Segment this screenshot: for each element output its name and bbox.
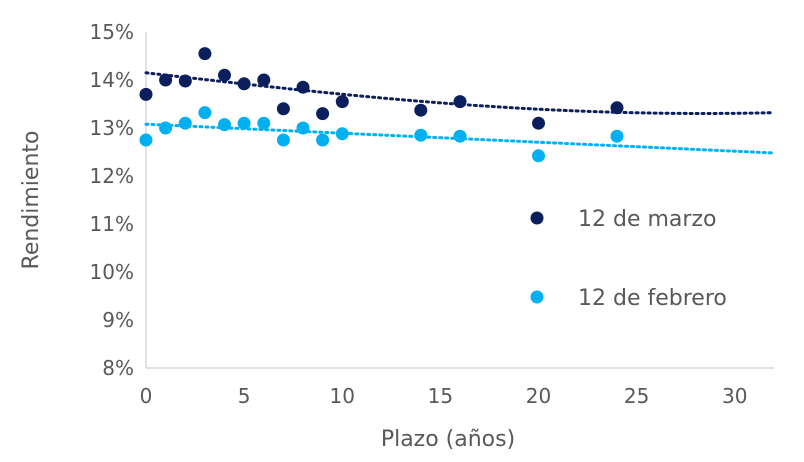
x-tick-labels: 0 5 10 15 20 25 30 xyxy=(140,384,748,408)
data-point xyxy=(218,68,231,82)
data-point xyxy=(296,121,310,135)
x-axis-title: Plazo (años) xyxy=(381,427,515,452)
x-tick-label: 10 xyxy=(330,384,355,408)
y-tick-label: 13% xyxy=(90,116,134,140)
x-tick-label: 5 xyxy=(238,384,251,408)
data-point xyxy=(139,87,153,101)
data-point xyxy=(610,129,624,143)
data-point xyxy=(257,73,271,87)
data-point xyxy=(237,116,251,130)
data-point xyxy=(178,74,192,88)
data-point xyxy=(335,127,349,141)
data-point xyxy=(532,116,545,130)
data-point xyxy=(316,133,330,147)
data-point xyxy=(453,95,467,109)
data-point xyxy=(159,121,173,135)
y-tick-label: 12% xyxy=(90,164,134,188)
y-tick-label: 14% xyxy=(90,68,134,92)
legend-marker xyxy=(530,211,544,225)
data-point xyxy=(198,106,212,120)
y-tick-labels: 8% 9% 10% 11% 12% 13% 14% 15% xyxy=(90,20,134,380)
x-tick-label: 25 xyxy=(624,384,649,408)
y-tick-label: 15% xyxy=(90,20,134,44)
y-tick-label: 9% xyxy=(102,308,134,332)
data-points xyxy=(139,47,624,163)
trendline xyxy=(144,71,776,115)
legend-label: 12 de febrero xyxy=(578,286,727,311)
data-point xyxy=(218,118,231,132)
x-tick-label: 15 xyxy=(428,384,453,408)
y-tick-label: 10% xyxy=(90,260,134,284)
data-point xyxy=(296,80,310,94)
y-tick-label: 11% xyxy=(90,212,134,236)
legend-marker xyxy=(530,290,544,304)
data-point xyxy=(178,116,192,130)
data-point xyxy=(257,116,271,130)
data-point xyxy=(532,149,545,163)
data-point xyxy=(335,95,349,109)
x-tick-label: 30 xyxy=(722,384,747,408)
data-point xyxy=(414,128,428,142)
data-point xyxy=(198,47,212,61)
data-point xyxy=(276,102,290,116)
y-tick-label: 8% xyxy=(102,356,134,380)
x-tick-label: 20 xyxy=(526,384,551,408)
x-tick-label: 0 xyxy=(140,384,153,408)
data-point xyxy=(453,129,467,143)
legend: 12 de marzo 12 de febrero xyxy=(530,207,727,311)
data-point xyxy=(610,101,624,115)
legend-label: 12 de marzo xyxy=(578,207,716,232)
data-point xyxy=(139,133,153,147)
data-point xyxy=(316,107,330,121)
data-point xyxy=(414,103,428,117)
data-point xyxy=(276,133,290,147)
y-axis-title: Rendimiento xyxy=(19,131,44,270)
data-point xyxy=(237,77,251,91)
data-point xyxy=(159,73,173,87)
